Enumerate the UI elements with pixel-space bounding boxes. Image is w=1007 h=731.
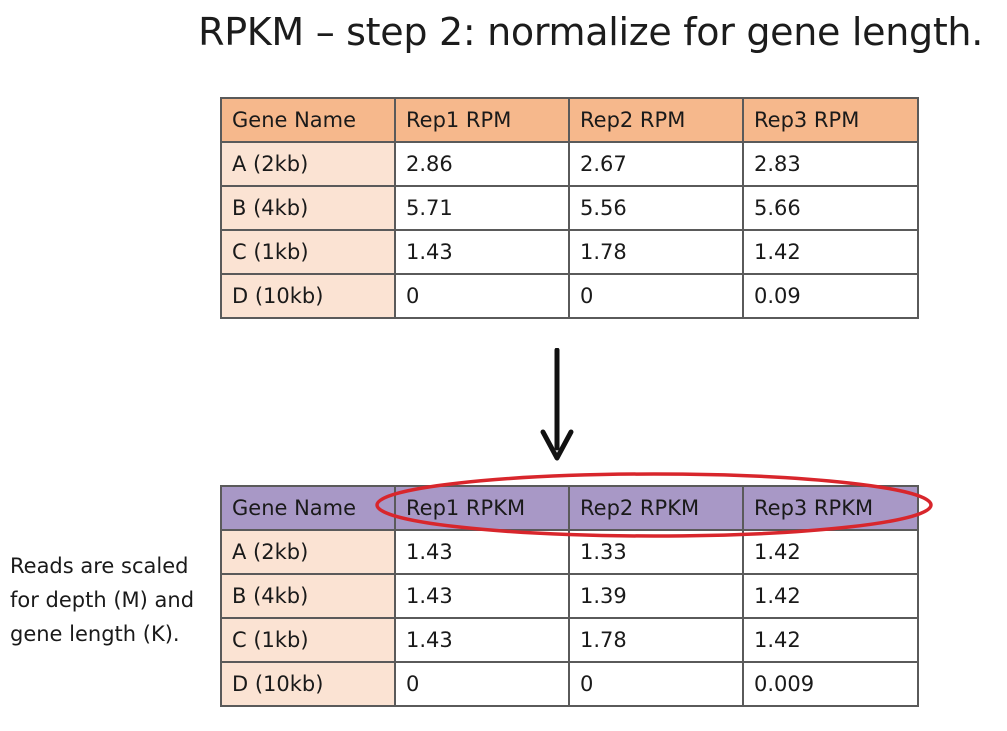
value-cell: 5.56 bbox=[568, 185, 744, 231]
table-row: B (4kb) 5.71 5.56 5.66 bbox=[220, 185, 919, 231]
value-cell: 1.78 bbox=[568, 617, 744, 663]
value-cell: 0 bbox=[394, 661, 570, 707]
value-cell: 1.39 bbox=[568, 573, 744, 619]
value-cell: 0.009 bbox=[742, 661, 919, 707]
slide-title: RPKM – step 2: normalize for gene length… bbox=[198, 10, 983, 54]
rpm-table: Gene Name Rep1 RPM Rep2 RPM Rep3 RPM A (… bbox=[220, 97, 919, 319]
table-row: A (2kb) 2.86 2.67 2.83 bbox=[220, 141, 919, 187]
down-arrow-icon bbox=[540, 348, 574, 461]
gene-name-cell: B (4kb) bbox=[220, 185, 396, 231]
table-row: C (1kb) 1.43 1.78 1.42 bbox=[220, 617, 919, 663]
value-cell: 1.42 bbox=[742, 529, 919, 575]
table-header-row: Gene Name Rep1 RPKM Rep2 RPKM Rep3 RPKM bbox=[220, 485, 919, 531]
value-cell: 5.66 bbox=[742, 185, 919, 231]
header-cell: Gene Name bbox=[220, 97, 396, 143]
value-cell: 2.86 bbox=[394, 141, 570, 187]
table-row: A (2kb) 1.43 1.33 1.42 bbox=[220, 529, 919, 575]
header-cell: Rep3 RPKM bbox=[742, 485, 919, 531]
table-row: D (10kb) 0 0 0.009 bbox=[220, 661, 919, 707]
gene-name-cell: C (1kb) bbox=[220, 617, 396, 663]
value-cell: 0 bbox=[568, 661, 744, 707]
gene-name-cell: B (4kb) bbox=[220, 573, 396, 619]
value-cell: 0 bbox=[394, 273, 570, 319]
value-cell: 1.42 bbox=[742, 229, 919, 275]
gene-name-cell: D (10kb) bbox=[220, 661, 396, 707]
table-header-row: Gene Name Rep1 RPM Rep2 RPM Rep3 RPM bbox=[220, 97, 919, 143]
value-cell: 1.78 bbox=[568, 229, 744, 275]
value-cell: 2.67 bbox=[568, 141, 744, 187]
value-cell: 1.33 bbox=[568, 529, 744, 575]
header-cell: Rep2 RPKM bbox=[568, 485, 744, 531]
header-cell: Rep1 RPM bbox=[394, 97, 570, 143]
value-cell: 0 bbox=[568, 273, 744, 319]
gene-name-cell: A (2kb) bbox=[220, 529, 396, 575]
value-cell: 1.43 bbox=[394, 529, 570, 575]
gene-name-cell: A (2kb) bbox=[220, 141, 396, 187]
value-cell: 2.83 bbox=[742, 141, 919, 187]
value-cell: 1.43 bbox=[394, 573, 570, 619]
value-cell: 1.42 bbox=[742, 573, 919, 619]
gene-name-cell: D (10kb) bbox=[220, 273, 396, 319]
value-cell: 1.43 bbox=[394, 617, 570, 663]
value-cell: 5.71 bbox=[394, 185, 570, 231]
table-row: C (1kb) 1.43 1.78 1.42 bbox=[220, 229, 919, 275]
header-cell: Rep3 RPM bbox=[742, 97, 919, 143]
table-row: B (4kb) 1.43 1.39 1.42 bbox=[220, 573, 919, 619]
header-cell: Gene Name bbox=[220, 485, 396, 531]
rpkm-table: Gene Name Rep1 RPKM Rep2 RPKM Rep3 RPKM … bbox=[220, 485, 919, 707]
value-cell: 1.42 bbox=[742, 617, 919, 663]
value-cell: 0.09 bbox=[742, 273, 919, 319]
header-cell: Rep1 RPKM bbox=[394, 485, 570, 531]
header-cell: Rep2 RPM bbox=[568, 97, 744, 143]
table-row: D (10kb) 0 0 0.09 bbox=[220, 273, 919, 319]
side-note: Reads are scaled for depth (M) and gene … bbox=[10, 554, 195, 646]
gene-name-cell: C (1kb) bbox=[220, 229, 396, 275]
value-cell: 1.43 bbox=[394, 229, 570, 275]
